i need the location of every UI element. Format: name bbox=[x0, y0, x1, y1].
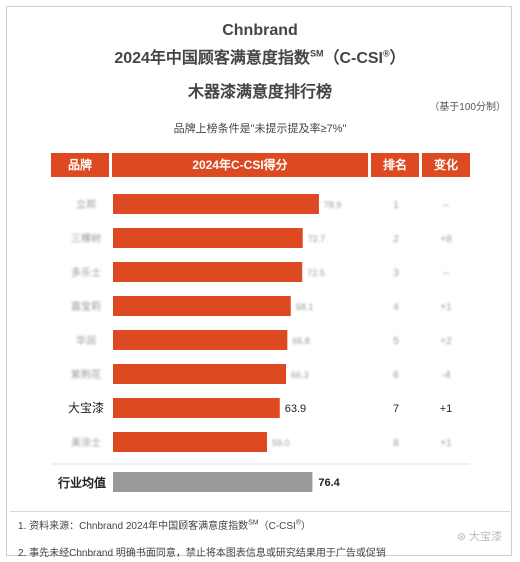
rank-value: 2 bbox=[393, 234, 399, 245]
title-cn-end: ） bbox=[389, 50, 406, 67]
bar-value-label: 59.0 bbox=[272, 438, 290, 448]
brand-label: 三棵树 bbox=[71, 232, 101, 245]
change-value: – bbox=[443, 200, 449, 211]
footer-note-source-text: 1. 资料来源：Chnbrand 2024年中国顾客满意度指数 bbox=[18, 521, 249, 532]
change-value: +8 bbox=[440, 234, 452, 245]
bar bbox=[113, 364, 287, 384]
brand-label: 华润 bbox=[76, 334, 96, 347]
brand-label: 紫荆花 bbox=[71, 368, 101, 381]
chart-title-cn: 2024年中国顾客满意度指数SM（C-CSI®） bbox=[0, 44, 520, 68]
brand-label: 大宝漆 bbox=[68, 401, 104, 415]
rank-value: 6 bbox=[393, 370, 399, 381]
title-cn-sup: SM bbox=[309, 48, 324, 59]
title-cn-reg: ® bbox=[383, 48, 390, 59]
brand-label: 立邦 bbox=[76, 198, 96, 211]
listing-condition: 品牌上榜条件是"未提示提及率≥7%" bbox=[173, 123, 347, 135]
rank-value: 7 bbox=[393, 403, 399, 415]
bar-value-label: 72.5 bbox=[307, 268, 325, 278]
footer-note-source: 1. 资料来源：Chnbrand 2024年中国顾客满意度指数SM（C-CSI®… bbox=[18, 517, 311, 532]
column-header-brand: 品牌 bbox=[51, 153, 109, 177]
bar bbox=[113, 262, 303, 282]
score-basis-note: （基于100分制） bbox=[429, 102, 506, 113]
chart-title-en: Chnbrand bbox=[222, 22, 298, 39]
change-value: – bbox=[443, 268, 449, 279]
average-value-label: 76.4 bbox=[318, 477, 340, 489]
bar-value-label: 72.7 bbox=[308, 234, 326, 244]
column-header-change: 变化 bbox=[422, 153, 470, 177]
bar-value-label: 66.8 bbox=[292, 336, 310, 346]
bar-value-label: 78.9 bbox=[324, 200, 342, 210]
change-value: +1 bbox=[440, 302, 452, 313]
footer-note-reg: ® bbox=[295, 519, 301, 527]
bar bbox=[113, 296, 291, 316]
watermark-text: 大宝漆 bbox=[469, 531, 502, 543]
change-value: +2 bbox=[440, 336, 452, 347]
rank-value: 3 bbox=[393, 268, 399, 279]
change-value: +1 bbox=[440, 438, 452, 449]
column-header-rank: 排名 bbox=[371, 153, 419, 177]
change-value: +1 bbox=[440, 403, 453, 415]
average-label: 行业均值 bbox=[57, 475, 106, 490]
column-header-score: 2024年C-CSI得分 bbox=[112, 153, 368, 177]
chart-subtitle: 木器漆满意度排行榜 bbox=[187, 84, 332, 101]
bar-value-label: 68.1 bbox=[296, 302, 314, 312]
brand-label: 多乐士 bbox=[71, 266, 101, 279]
bar bbox=[113, 228, 303, 248]
rank-value: 8 bbox=[393, 438, 399, 449]
bar bbox=[113, 330, 288, 350]
rank-value: 5 bbox=[393, 336, 399, 347]
rank-value: 1 bbox=[393, 200, 399, 211]
bar bbox=[113, 432, 267, 452]
footer-note-disclaimer: 2. 事先未经Chnbrand 明确书面同意，禁止将本图表信息或研究结果用于广告… bbox=[18, 548, 386, 559]
bar bbox=[113, 194, 319, 214]
title-cn-main: 2024年中国顾客满意度指数 bbox=[114, 50, 310, 67]
bar bbox=[113, 398, 280, 418]
footer-note-sup: SM bbox=[248, 519, 259, 527]
footer-note-end: ） bbox=[300, 521, 311, 532]
title-cn-tail: （C-CSI bbox=[323, 50, 383, 67]
average-bar bbox=[113, 472, 313, 492]
bar-value-label: 66.3 bbox=[291, 370, 309, 380]
watermark: ⊛ 大宝漆 bbox=[456, 531, 502, 543]
footer-divider bbox=[10, 511, 510, 512]
change-value: -4 bbox=[442, 370, 451, 381]
brand-label: 美涂士 bbox=[71, 436, 101, 449]
bar-value-label: 63.9 bbox=[285, 403, 306, 415]
footer-note-tail: （C-CSI bbox=[258, 521, 296, 532]
brand-label: 嘉宝莉 bbox=[71, 300, 101, 313]
rank-value: 4 bbox=[393, 302, 399, 313]
